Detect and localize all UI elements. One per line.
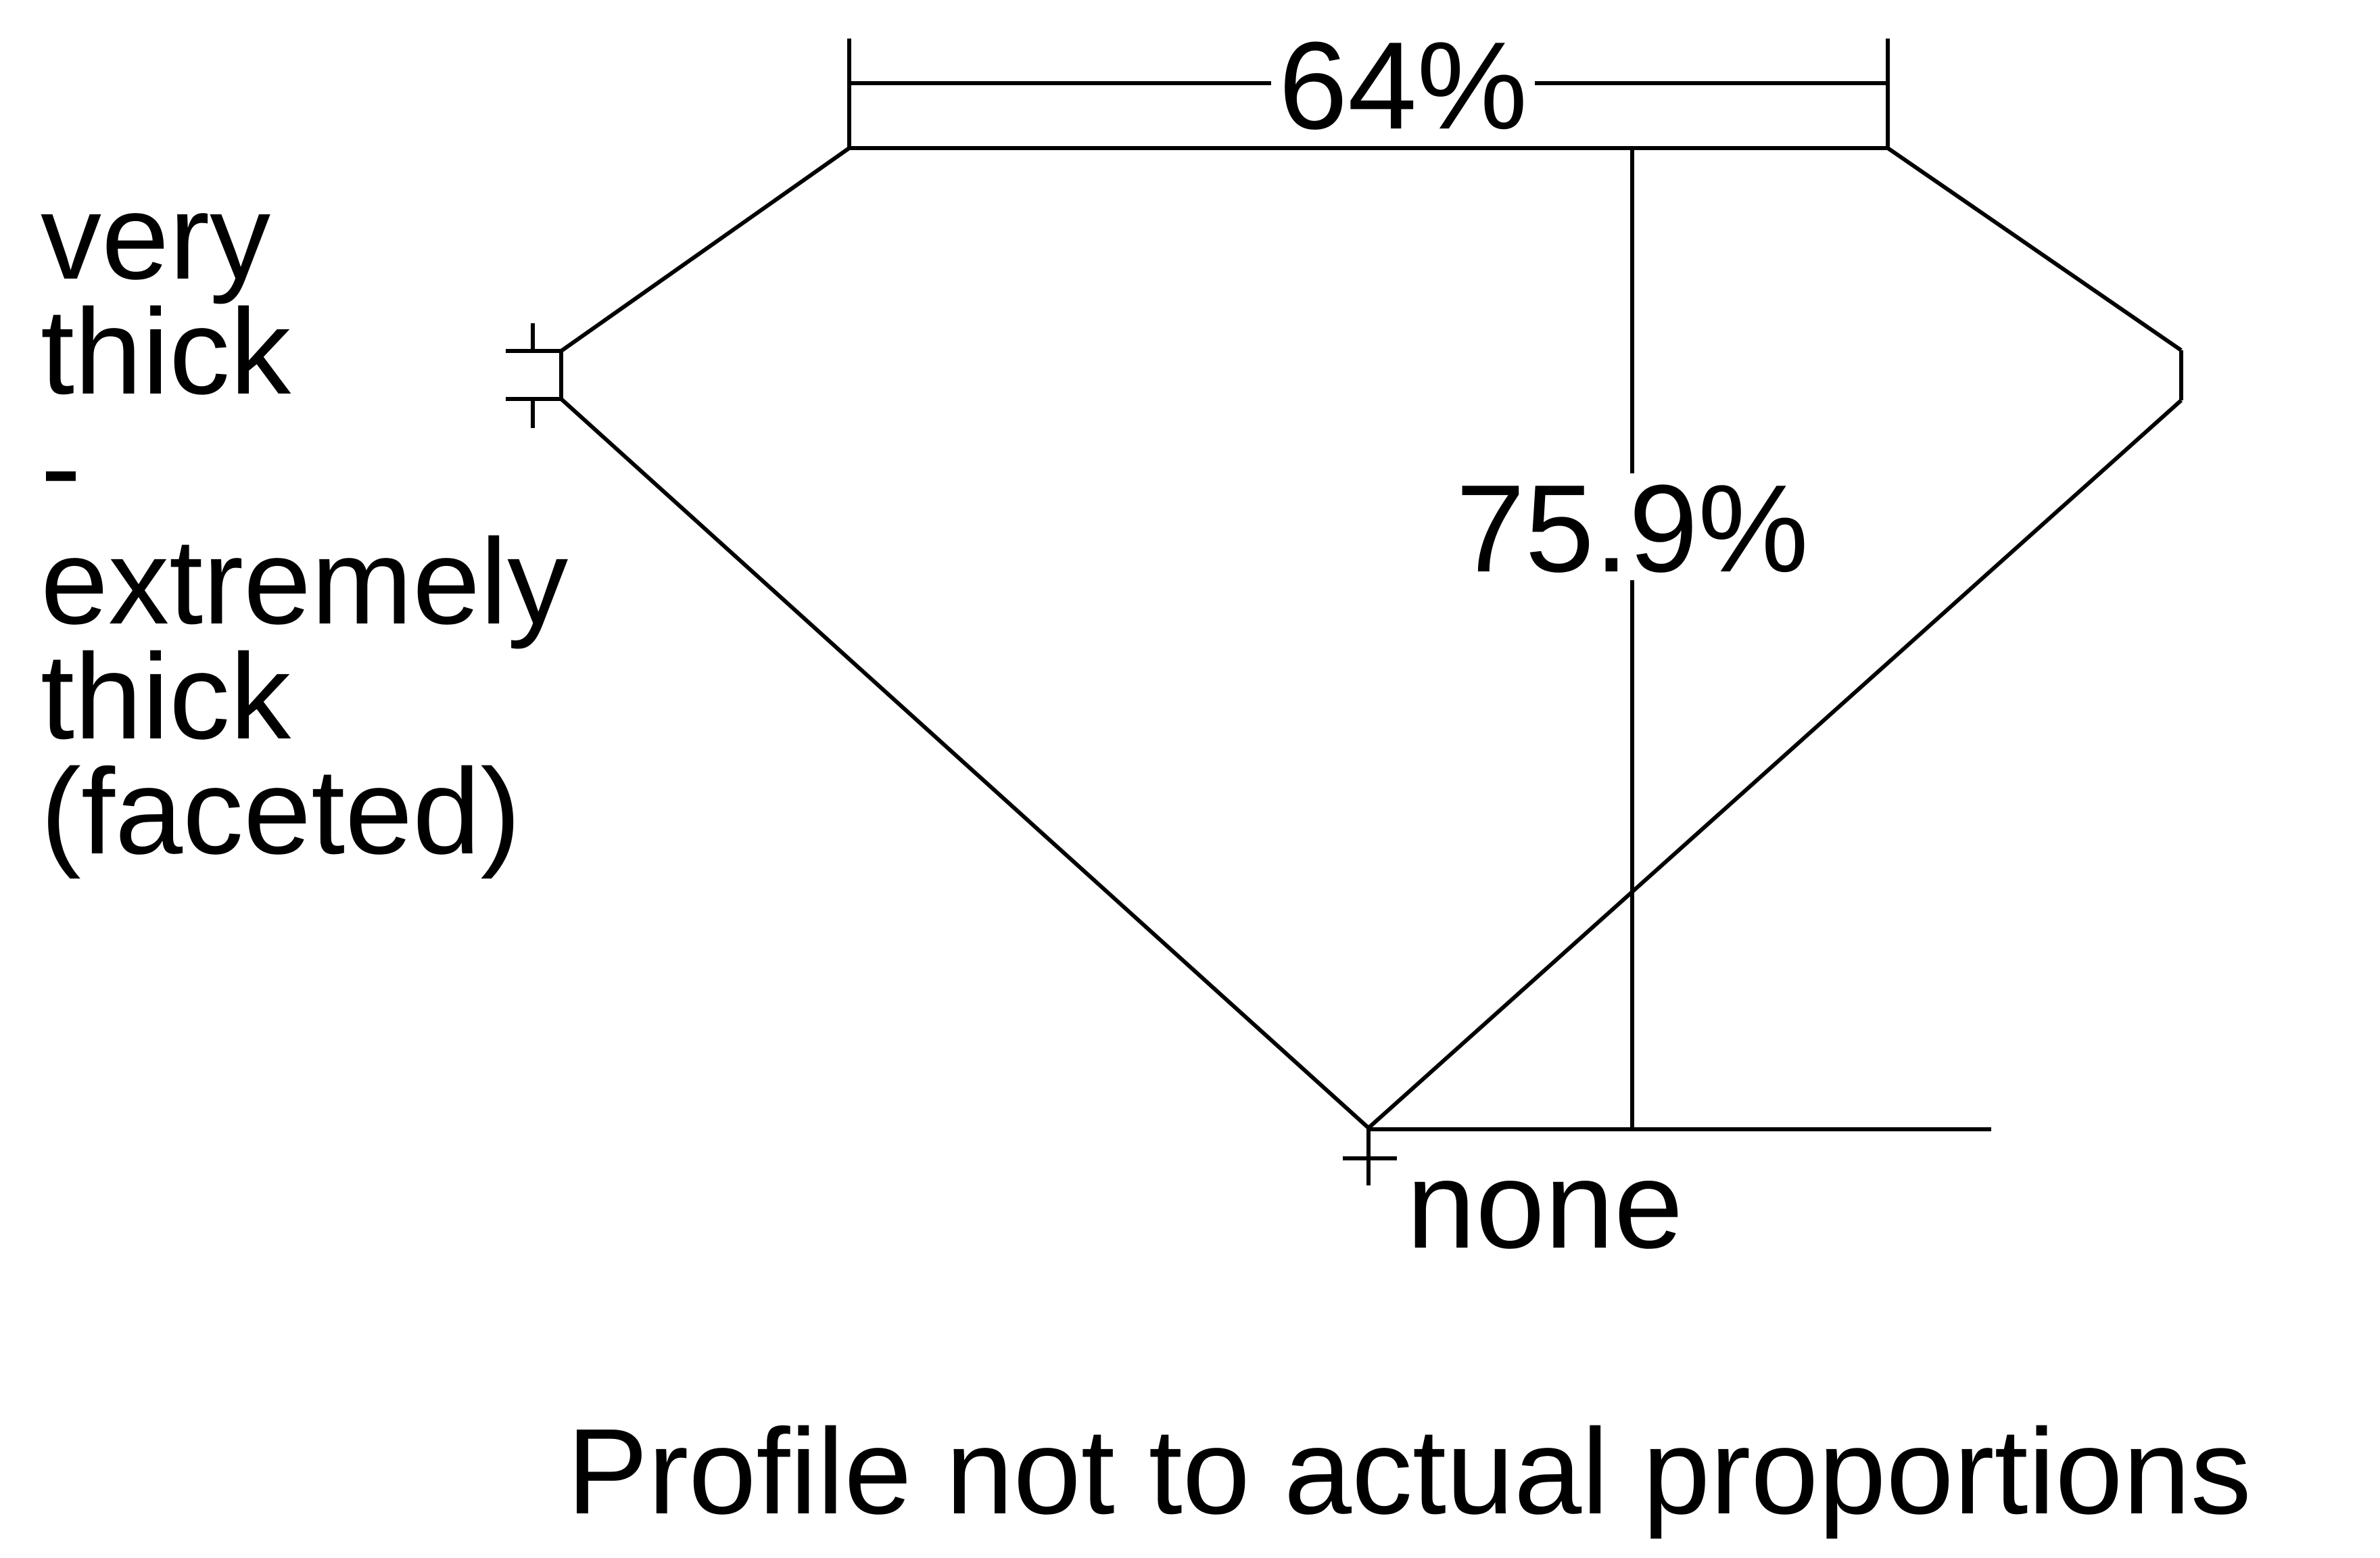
girdle-label-line-3: - [41, 399, 81, 535]
depth-percent-label: 75.9% [1456, 458, 1809, 598]
girdle-label-line-2: thick [41, 284, 291, 420]
measurement-marks [506, 39, 1991, 1185]
diagram-labels: 64% 75.9% none very thick - extremely th… [41, 16, 2252, 1540]
girdle-label-line-6: (faceted) [41, 744, 521, 880]
bezel-facet-right-line [1886, 146, 2183, 352]
pavilion-facet-left-line [559, 397, 1371, 1130]
girdle-label-line-1: very [41, 169, 270, 305]
profile-caption: Profile not to actual proportions [567, 1404, 2251, 1540]
girdle-label-line-5: thick [41, 629, 291, 765]
bezel-facet-left-line [560, 146, 851, 353]
diamond-outline [559, 146, 2183, 1130]
table-percent-label: 64% [1279, 16, 1527, 155]
pavilion-facet-right-line [1366, 398, 2183, 1130]
culet-label: none [1406, 1135, 1683, 1274]
girdle-label-line-4: extremely [41, 514, 568, 650]
